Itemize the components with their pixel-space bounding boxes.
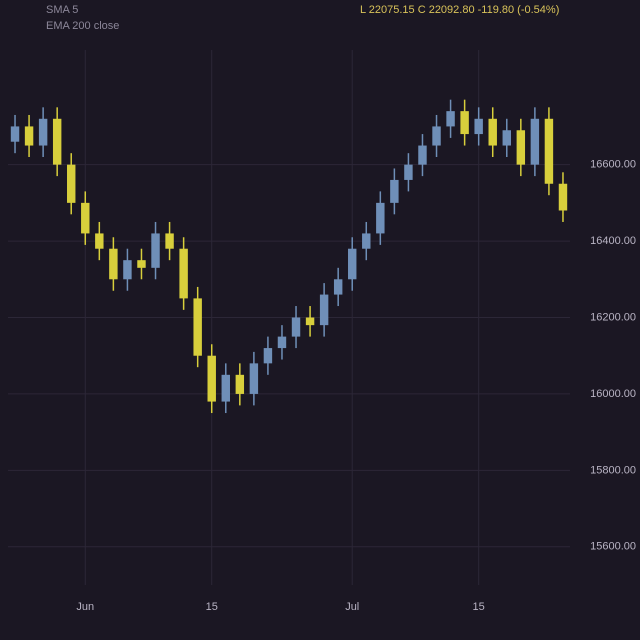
candle-body [291,317,301,337]
candle-body [109,248,118,280]
candle-body [38,118,48,146]
indicator-label: SMA 5 [46,4,78,16]
candle-body [67,164,76,203]
candle-body [179,248,188,299]
candle-body [277,336,287,349]
candle-body [404,164,413,180]
candle-body [207,355,216,402]
candle-body [333,279,343,295]
ohlc-readout: L 22075.15 C 22092.80 -119.80 (-0.54%) [360,4,559,16]
candle-body [305,317,315,326]
candle-body [362,233,371,249]
candle-body [516,130,526,165]
candle-body [488,118,497,146]
candle-body [348,248,357,280]
candle-body [558,183,568,211]
candle-body [151,233,160,268]
candle-body [137,260,146,268]
candle-body [95,233,104,249]
candle-body [319,294,329,326]
y-tick-label: 16200.00 [590,311,636,323]
candle-body [446,111,455,127]
y-tick-label: 16400.00 [590,235,636,247]
candle-body [474,118,483,135]
candle-body [502,130,511,146]
candle-body [165,233,174,249]
y-tick-label: 16600.00 [590,159,636,171]
candle-body [418,145,427,165]
candle-body [249,363,259,394]
candle-body [460,111,469,135]
candle-body [530,118,540,165]
x-tick-label: 15 [206,601,218,613]
candle-body [432,126,441,146]
y-tick-label: 15600.00 [590,541,636,553]
y-tick-label: 15800.00 [590,464,636,476]
x-tick-label: Jun [76,601,94,613]
candle-body [24,126,34,146]
candle-body [544,118,554,184]
candle-body [81,202,90,234]
candle-body [52,118,62,165]
candle-body [10,126,20,142]
candle-body [123,260,132,280]
candle-body [221,374,230,402]
x-tick-label: Jul [345,601,359,613]
x-tick-label: 15 [473,601,485,613]
candle-body [390,179,399,203]
indicator-label: EMA 200 close [46,20,119,32]
y-tick-label: 16000.00 [590,388,636,400]
candle-body [235,374,245,394]
candle-body [376,202,385,234]
candle-body [193,298,202,356]
candle-body [263,348,273,364]
